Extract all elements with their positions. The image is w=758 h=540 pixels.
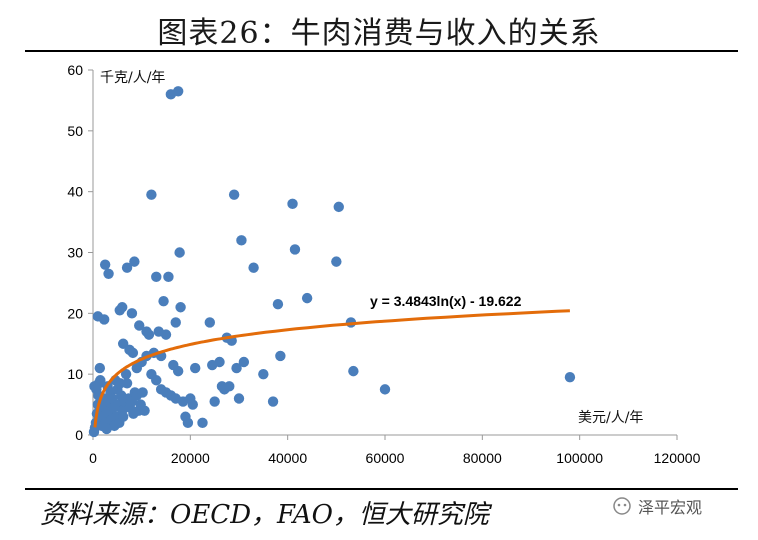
- data-point: [289, 244, 301, 255]
- data-point: [127, 347, 139, 359]
- y-tick-label: 0: [75, 427, 83, 443]
- data-point: [117, 411, 129, 422]
- figure-title: 图表26：牛肉消费与收入的关系: [157, 16, 601, 51]
- data-point: [231, 362, 242, 374]
- x-axis-label: 美元/人/年: [578, 410, 643, 426]
- bottom-rule: [25, 488, 738, 490]
- data-point: [197, 417, 208, 429]
- data-point: [101, 423, 112, 435]
- data-point: [120, 368, 132, 380]
- data-point: [94, 362, 106, 374]
- data-point: [172, 86, 184, 97]
- data-point: [151, 375, 162, 386]
- y-tick-label: 50: [67, 123, 83, 139]
- source-note: 资料来源：OECD，FAO，恒大研究院: [40, 500, 489, 530]
- data-point: [137, 387, 148, 398]
- data-point: [204, 317, 215, 328]
- data-point: [209, 396, 220, 407]
- data-point: [190, 362, 201, 374]
- data-point: [224, 381, 235, 392]
- x-tick-label: 120000: [654, 450, 701, 466]
- wechat-icon: [613, 497, 631, 515]
- data-point: [287, 198, 298, 210]
- data-point: [117, 302, 128, 313]
- data-point: [238, 356, 250, 368]
- data-point: [301, 292, 313, 304]
- data-point: [143, 329, 155, 340]
- data-point: [151, 271, 162, 283]
- data-point: [121, 378, 133, 389]
- y-tick-label: 60: [67, 62, 83, 78]
- y-axis-label: 千克/人/年: [100, 70, 165, 86]
- watermark-text: 泽平宏观: [638, 498, 703, 517]
- data-point: [236, 235, 247, 246]
- data-point: [182, 417, 194, 429]
- data-point: [275, 350, 286, 362]
- data-point: [158, 295, 169, 307]
- data-point: [174, 247, 185, 258]
- data-point: [233, 393, 245, 404]
- x-tick-label: 100000: [556, 450, 603, 466]
- data-point: [187, 399, 198, 410]
- x-tick-label: 0: [89, 450, 97, 466]
- trendline-equation: y = 3.4843ln(x) - 19.622: [370, 293, 522, 309]
- watermark: 泽平宏观: [612, 494, 702, 518]
- data-point: [139, 405, 150, 416]
- top-rule: [25, 50, 738, 52]
- x-tick-label: 80000: [463, 450, 502, 466]
- data-point: [146, 189, 157, 200]
- y-tick-label: 30: [67, 245, 83, 261]
- data-point: [129, 256, 140, 267]
- data-point: [267, 396, 279, 407]
- data-point: [348, 365, 359, 377]
- data-point: [163, 271, 174, 283]
- data-point: [121, 262, 133, 273]
- data-point: [331, 256, 342, 267]
- data-point: [258, 368, 269, 380]
- data-point: [160, 329, 172, 340]
- data-point: [134, 320, 145, 331]
- trendline: [93, 309, 570, 428]
- x-tick-label: 60000: [366, 450, 405, 466]
- y-tick-label: 10: [67, 366, 83, 382]
- data-point: [99, 259, 111, 270]
- data-point: [126, 308, 138, 319]
- data-point: [272, 299, 284, 310]
- x-tick-label: 20000: [171, 450, 210, 466]
- data-point: [98, 314, 110, 325]
- y-tick-label: 40: [67, 184, 83, 200]
- data-point: [170, 317, 181, 328]
- data-point: [564, 372, 576, 383]
- scatter-chart: 0 10 20 30 40 50 60 0 20000 40000 60000 80000 10000…: [67, 62, 701, 466]
- x-tick-label: 40000: [268, 450, 307, 466]
- data-point: [214, 356, 225, 368]
- data-point: [333, 201, 344, 213]
- data-point: [172, 365, 184, 377]
- data-point: [228, 189, 240, 200]
- data-point: [175, 302, 186, 313]
- data-point: [379, 384, 391, 395]
- data-point: [248, 262, 259, 273]
- y-tick-label: 20: [67, 305, 83, 321]
- data-point: [103, 268, 114, 279]
